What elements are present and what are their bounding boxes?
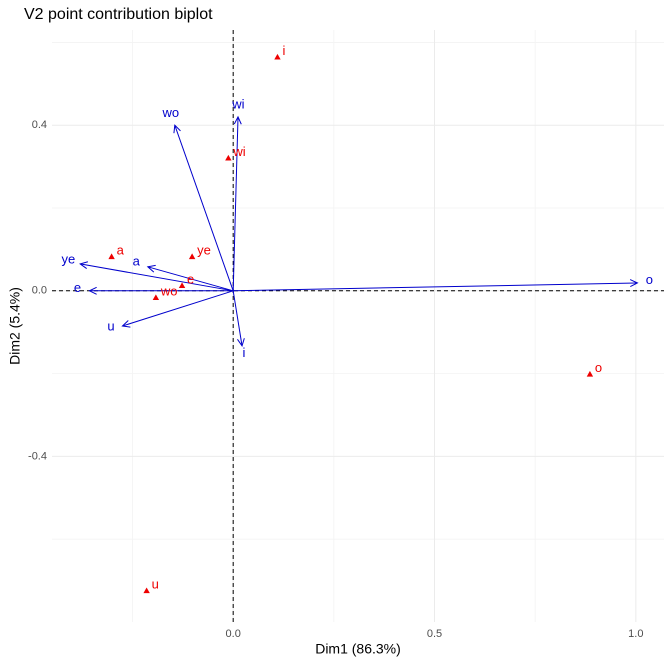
arrow-label: a: [133, 254, 141, 269]
point-label: o: [595, 360, 602, 375]
arrow: [174, 125, 234, 291]
y-tick-label: 0.0: [32, 285, 47, 297]
arrow: [80, 263, 234, 292]
point-label: e: [187, 271, 194, 286]
arrow: [122, 290, 234, 327]
point: [274, 53, 281, 60]
arrow: [232, 290, 243, 346]
x-tick-label: 1.0: [628, 628, 643, 640]
point: [108, 253, 115, 260]
arrow-head: [237, 338, 245, 348]
arrow: [232, 116, 239, 291]
x-axis-title: Dim1 (86.3%): [315, 641, 401, 657]
y-tick-label: 0.4: [32, 119, 47, 131]
point-label: wo: [160, 283, 178, 298]
point: [586, 370, 594, 377]
point: [188, 253, 196, 260]
point-label: ye: [197, 242, 211, 257]
arrow-label: i: [243, 345, 246, 360]
arrow-label: o: [646, 272, 653, 287]
arrow-label: e: [74, 280, 81, 295]
x-tick-label: 0.5: [427, 628, 442, 640]
arrow-label: wo: [162, 105, 180, 120]
arrow: [233, 282, 638, 292]
point: [178, 282, 186, 289]
arrow-head: [233, 115, 242, 125]
point: [225, 154, 232, 161]
point-label: wi: [232, 144, 245, 159]
chart-title: V2 point contribution biplot: [24, 6, 213, 23]
y-tick-label: -0.4: [28, 450, 47, 462]
point: [152, 294, 160, 301]
arrow-label: u: [107, 318, 114, 333]
point-label: i: [282, 43, 285, 58]
arrow-head: [629, 279, 639, 288]
point-label: a: [117, 242, 125, 257]
arrow: [147, 266, 234, 292]
arrow-head: [121, 320, 131, 328]
x-tick-label: 0.0: [226, 628, 241, 640]
y-axis-title: Dim2 (5.4%): [7, 287, 23, 365]
arrow-label: wi: [231, 96, 244, 111]
point: [143, 587, 150, 594]
arrow-head: [88, 286, 97, 295]
point-label: u: [152, 576, 159, 591]
arrow-head: [146, 264, 156, 273]
arrow-head: [173, 124, 181, 134]
arrow-label: ye: [61, 252, 75, 267]
arrow-head: [79, 261, 89, 269]
